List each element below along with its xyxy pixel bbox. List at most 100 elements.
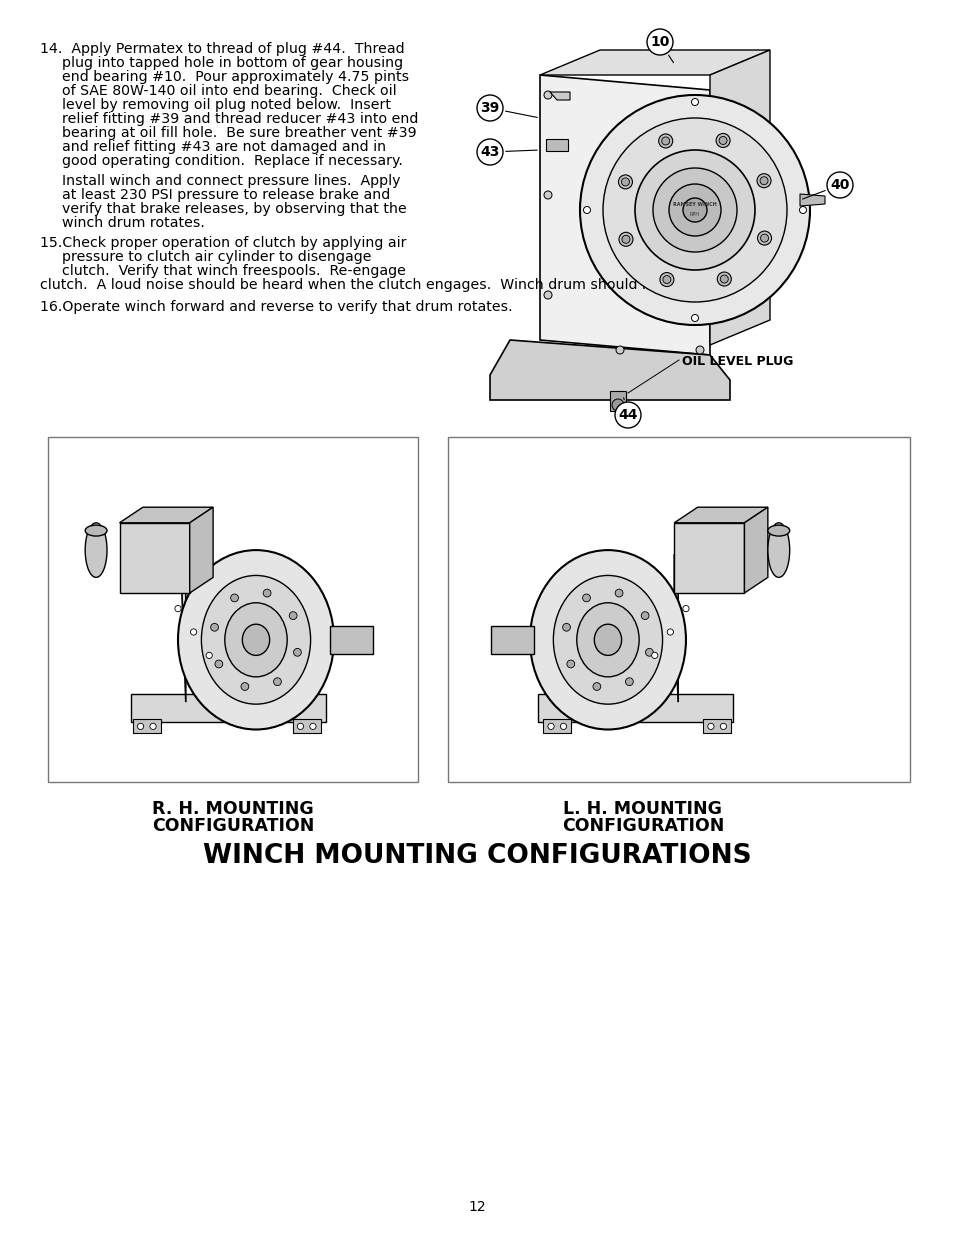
Ellipse shape	[178, 550, 334, 730]
Text: pressure to clutch air cylinder to disengage: pressure to clutch air cylinder to disen…	[62, 249, 371, 264]
Circle shape	[640, 611, 648, 620]
Polygon shape	[132, 694, 326, 721]
Text: bearing at oil fill hole.  Be sure breather vent #39: bearing at oil fill hole. Be sure breath…	[62, 126, 416, 140]
Circle shape	[297, 724, 303, 730]
Circle shape	[274, 678, 281, 685]
Circle shape	[137, 724, 144, 730]
Circle shape	[206, 652, 213, 658]
Text: clutch.  Verify that winch freespools.  Re-engage: clutch. Verify that winch freespools. Re…	[62, 264, 405, 278]
Ellipse shape	[594, 624, 621, 656]
Circle shape	[562, 624, 570, 631]
Circle shape	[826, 172, 852, 198]
Ellipse shape	[201, 576, 311, 704]
Circle shape	[719, 136, 726, 144]
Ellipse shape	[577, 603, 639, 677]
Circle shape	[263, 589, 271, 597]
Polygon shape	[539, 49, 769, 75]
Text: WINCH MOUNTING CONFIGURATIONS: WINCH MOUNTING CONFIGURATIONS	[202, 844, 751, 869]
Bar	[542, 719, 571, 734]
Text: 39: 39	[480, 101, 499, 115]
Polygon shape	[539, 75, 709, 354]
Text: 40: 40	[829, 178, 849, 191]
Bar	[132, 719, 161, 734]
Text: 44: 44	[618, 408, 638, 422]
Circle shape	[720, 275, 727, 283]
Text: good operating condition.  Replace if necessary.: good operating condition. Replace if nec…	[62, 154, 402, 168]
Circle shape	[211, 624, 218, 631]
Circle shape	[658, 133, 672, 148]
Circle shape	[191, 629, 196, 635]
Circle shape	[476, 95, 502, 121]
Text: end bearing #10.  Pour approximately 4.75 pints: end bearing #10. Pour approximately 4.75…	[62, 70, 409, 84]
Circle shape	[717, 272, 731, 287]
Circle shape	[661, 137, 669, 144]
Polygon shape	[674, 522, 743, 593]
Text: OIL LEVEL PLUG: OIL LEVEL PLUG	[681, 354, 793, 368]
Text: CONFIGURATION: CONFIGURATION	[561, 818, 723, 835]
Circle shape	[543, 191, 552, 199]
Polygon shape	[709, 49, 769, 345]
Polygon shape	[743, 508, 767, 593]
Circle shape	[618, 175, 632, 189]
Circle shape	[646, 28, 672, 56]
Circle shape	[310, 724, 315, 730]
Text: verify that brake releases, by observing that the: verify that brake releases, by observing…	[62, 203, 406, 216]
Circle shape	[620, 178, 629, 186]
Circle shape	[696, 346, 703, 354]
Circle shape	[150, 724, 156, 730]
Circle shape	[645, 648, 653, 656]
Circle shape	[682, 198, 706, 222]
Text: clutch.  A loud noise should be heard when the clutch engages.  Winch drum shoul: clutch. A loud noise should be heard whe…	[40, 278, 740, 291]
Ellipse shape	[242, 624, 270, 656]
Ellipse shape	[530, 550, 685, 730]
Circle shape	[720, 724, 726, 730]
Polygon shape	[119, 508, 213, 522]
Circle shape	[760, 177, 767, 185]
Circle shape	[760, 235, 768, 242]
Polygon shape	[674, 555, 678, 703]
Ellipse shape	[85, 522, 107, 578]
Circle shape	[543, 291, 552, 299]
Circle shape	[707, 724, 713, 730]
Ellipse shape	[553, 576, 662, 704]
Circle shape	[214, 659, 222, 668]
Circle shape	[583, 206, 590, 214]
Circle shape	[666, 629, 673, 635]
Polygon shape	[537, 694, 732, 721]
Circle shape	[241, 683, 249, 690]
Circle shape	[289, 611, 296, 620]
Text: Install winch and connect pressure lines.  Apply: Install winch and connect pressure lines…	[62, 174, 400, 188]
Circle shape	[621, 236, 629, 243]
Circle shape	[612, 399, 623, 411]
Text: level by removing oil plug noted below.  Insert: level by removing oil plug noted below. …	[62, 98, 391, 112]
Text: CONFIGURATION: CONFIGURATION	[152, 818, 314, 835]
Text: winch drum rotates.: winch drum rotates.	[62, 216, 205, 230]
Circle shape	[691, 99, 698, 105]
Circle shape	[566, 659, 574, 668]
Text: 43: 43	[479, 144, 499, 159]
Circle shape	[799, 206, 805, 214]
Circle shape	[582, 594, 590, 601]
Circle shape	[579, 95, 809, 325]
Circle shape	[625, 678, 633, 685]
Bar	[448, 437, 909, 782]
Polygon shape	[490, 340, 729, 400]
Circle shape	[682, 605, 688, 611]
Text: 15.Check proper operation of clutch by applying air: 15.Check proper operation of clutch by a…	[40, 236, 406, 249]
Circle shape	[716, 133, 729, 147]
Ellipse shape	[85, 525, 107, 536]
Bar	[293, 719, 320, 734]
Circle shape	[652, 168, 737, 252]
Circle shape	[618, 232, 632, 246]
Circle shape	[616, 346, 623, 354]
Bar	[545, 140, 567, 151]
Bar	[330, 626, 373, 653]
Text: RPH: RPH	[689, 212, 700, 217]
Circle shape	[547, 724, 554, 730]
Text: 10: 10	[650, 35, 669, 49]
Circle shape	[757, 231, 771, 245]
Text: relief fitting #39 and thread reducer #43 into end: relief fitting #39 and thread reducer #4…	[62, 112, 418, 126]
Text: 16.Operate winch forward and reverse to verify that drum rotates.: 16.Operate winch forward and reverse to …	[40, 300, 512, 314]
Text: and relief fitting #43 are not damaged and in: and relief fitting #43 are not damaged a…	[62, 140, 386, 154]
Text: at least 230 PSI pressure to release brake and: at least 230 PSI pressure to release bra…	[62, 188, 390, 203]
